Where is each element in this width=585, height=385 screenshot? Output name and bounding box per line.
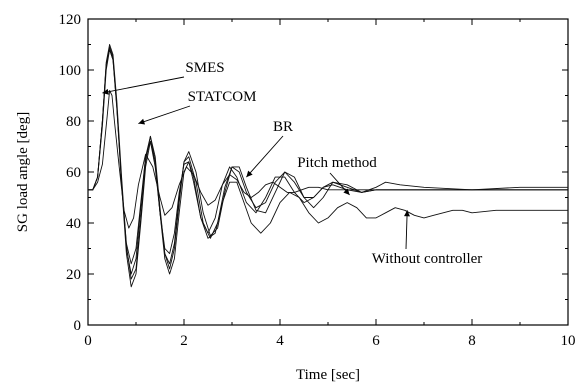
y-tick-label: 100 <box>59 63 82 79</box>
x-tick-label: 2 <box>180 333 188 349</box>
x-tick-label: 6 <box>372 333 380 349</box>
annotation-label-smes: SMES <box>185 60 224 76</box>
y-tick-label: 120 <box>59 12 82 28</box>
y-tick-label: 60 <box>66 165 81 181</box>
plot-frame <box>87 18 569 326</box>
annotation-arrow-without-controller <box>405 210 408 250</box>
annotation-label-br: BR <box>273 119 293 135</box>
series-line-without-controller <box>88 49 568 288</box>
x-tick-label: 8 <box>468 333 476 349</box>
annotation-arrow-br <box>246 135 284 178</box>
annotation-arrowhead-pitch-method <box>343 188 350 195</box>
annotation-label-statcom: STATCOM <box>188 89 257 105</box>
x-tick-label: 4 <box>276 333 284 349</box>
y-tick-label: 0 <box>74 318 82 334</box>
annotation-layer: SMES STATCOM BR Pitch method Without control… <box>102 60 482 267</box>
annotation-arrowhead-br <box>246 170 253 178</box>
plot-border <box>87 18 569 326</box>
y-tick-label: 40 <box>66 216 81 232</box>
annotation-arrow-smes <box>102 76 185 94</box>
x-axis-label: Time [sec] <box>296 367 360 383</box>
annotation-arrow-statcom <box>138 105 191 124</box>
series-layer <box>88 44 568 288</box>
annotation-arrowhead-without-controller <box>404 210 411 217</box>
x-tick-label: 10 <box>561 333 576 349</box>
annotation-arrowhead-statcom <box>138 118 146 125</box>
annotation-label-pitch-method: Pitch method <box>297 155 377 171</box>
y-axis-label: SG load angle [deg] <box>15 112 31 232</box>
x-tick-label: 0 <box>84 333 92 349</box>
annotation-arrowhead-smes <box>102 88 109 95</box>
y-tick-label: 80 <box>66 114 81 130</box>
annotation-label-without-controller: Without controller <box>372 251 483 267</box>
y-tick-label: 20 <box>66 267 81 283</box>
series-line-pitch-method <box>88 44 568 280</box>
